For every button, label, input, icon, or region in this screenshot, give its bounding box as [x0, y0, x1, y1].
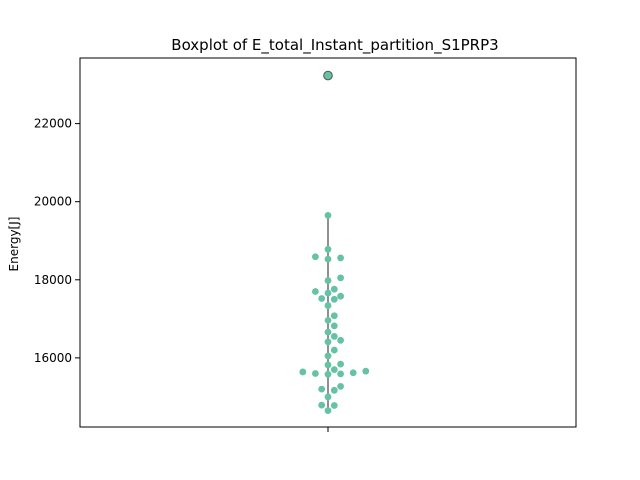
y-axis: 16000 18000 20000 22000: [34, 117, 80, 365]
data-point: [330, 322, 338, 330]
data-point: [330, 402, 338, 409]
data-point: [312, 253, 319, 261]
data-point: [312, 370, 319, 377]
data-point: [324, 289, 332, 297]
data-point: [330, 312, 338, 320]
data-point: [362, 367, 370, 375]
data-point: [318, 385, 326, 393]
y-tick-label: 20000: [34, 195, 72, 209]
data-point: [312, 288, 319, 295]
data-point: [324, 407, 332, 414]
data-point: [337, 274, 344, 282]
data-point: [337, 254, 344, 262]
data-point: [337, 292, 344, 300]
data-point: [324, 211, 332, 219]
data-point: [324, 328, 332, 336]
data-point: [299, 368, 307, 376]
data-point: [324, 317, 332, 324]
plot-area: [299, 70, 370, 414]
data-point: [318, 401, 326, 409]
data-point: [324, 255, 332, 263]
chart-title: Boxplot of E_total_Instant_partition_S1P…: [171, 36, 498, 55]
data-point: [330, 285, 338, 293]
data-point: [349, 369, 357, 377]
data-point: [318, 295, 326, 302]
data-point: [324, 352, 332, 360]
data-point: [330, 386, 338, 394]
data-point: [324, 277, 332, 284]
data-point: [324, 361, 332, 369]
y-tick-label: 22000: [34, 117, 72, 131]
outlier-point: [323, 70, 333, 81]
data-point: [324, 302, 332, 309]
data-point: [330, 295, 338, 303]
data-point: [330, 366, 338, 373]
data-point: [337, 382, 344, 390]
y-axis-label: Energy[J]: [7, 217, 21, 272]
data-point: [324, 245, 332, 253]
y-tick-label: 16000: [34, 351, 72, 365]
y-tick-label: 18000: [34, 273, 72, 287]
data-point: [324, 338, 332, 346]
data-point: [330, 346, 338, 354]
data-point: [324, 393, 332, 401]
data-point: [337, 370, 344, 378]
data-point: [337, 336, 344, 344]
data-point: [330, 333, 338, 340]
data-point: [324, 370, 332, 378]
data-point: [337, 360, 344, 368]
